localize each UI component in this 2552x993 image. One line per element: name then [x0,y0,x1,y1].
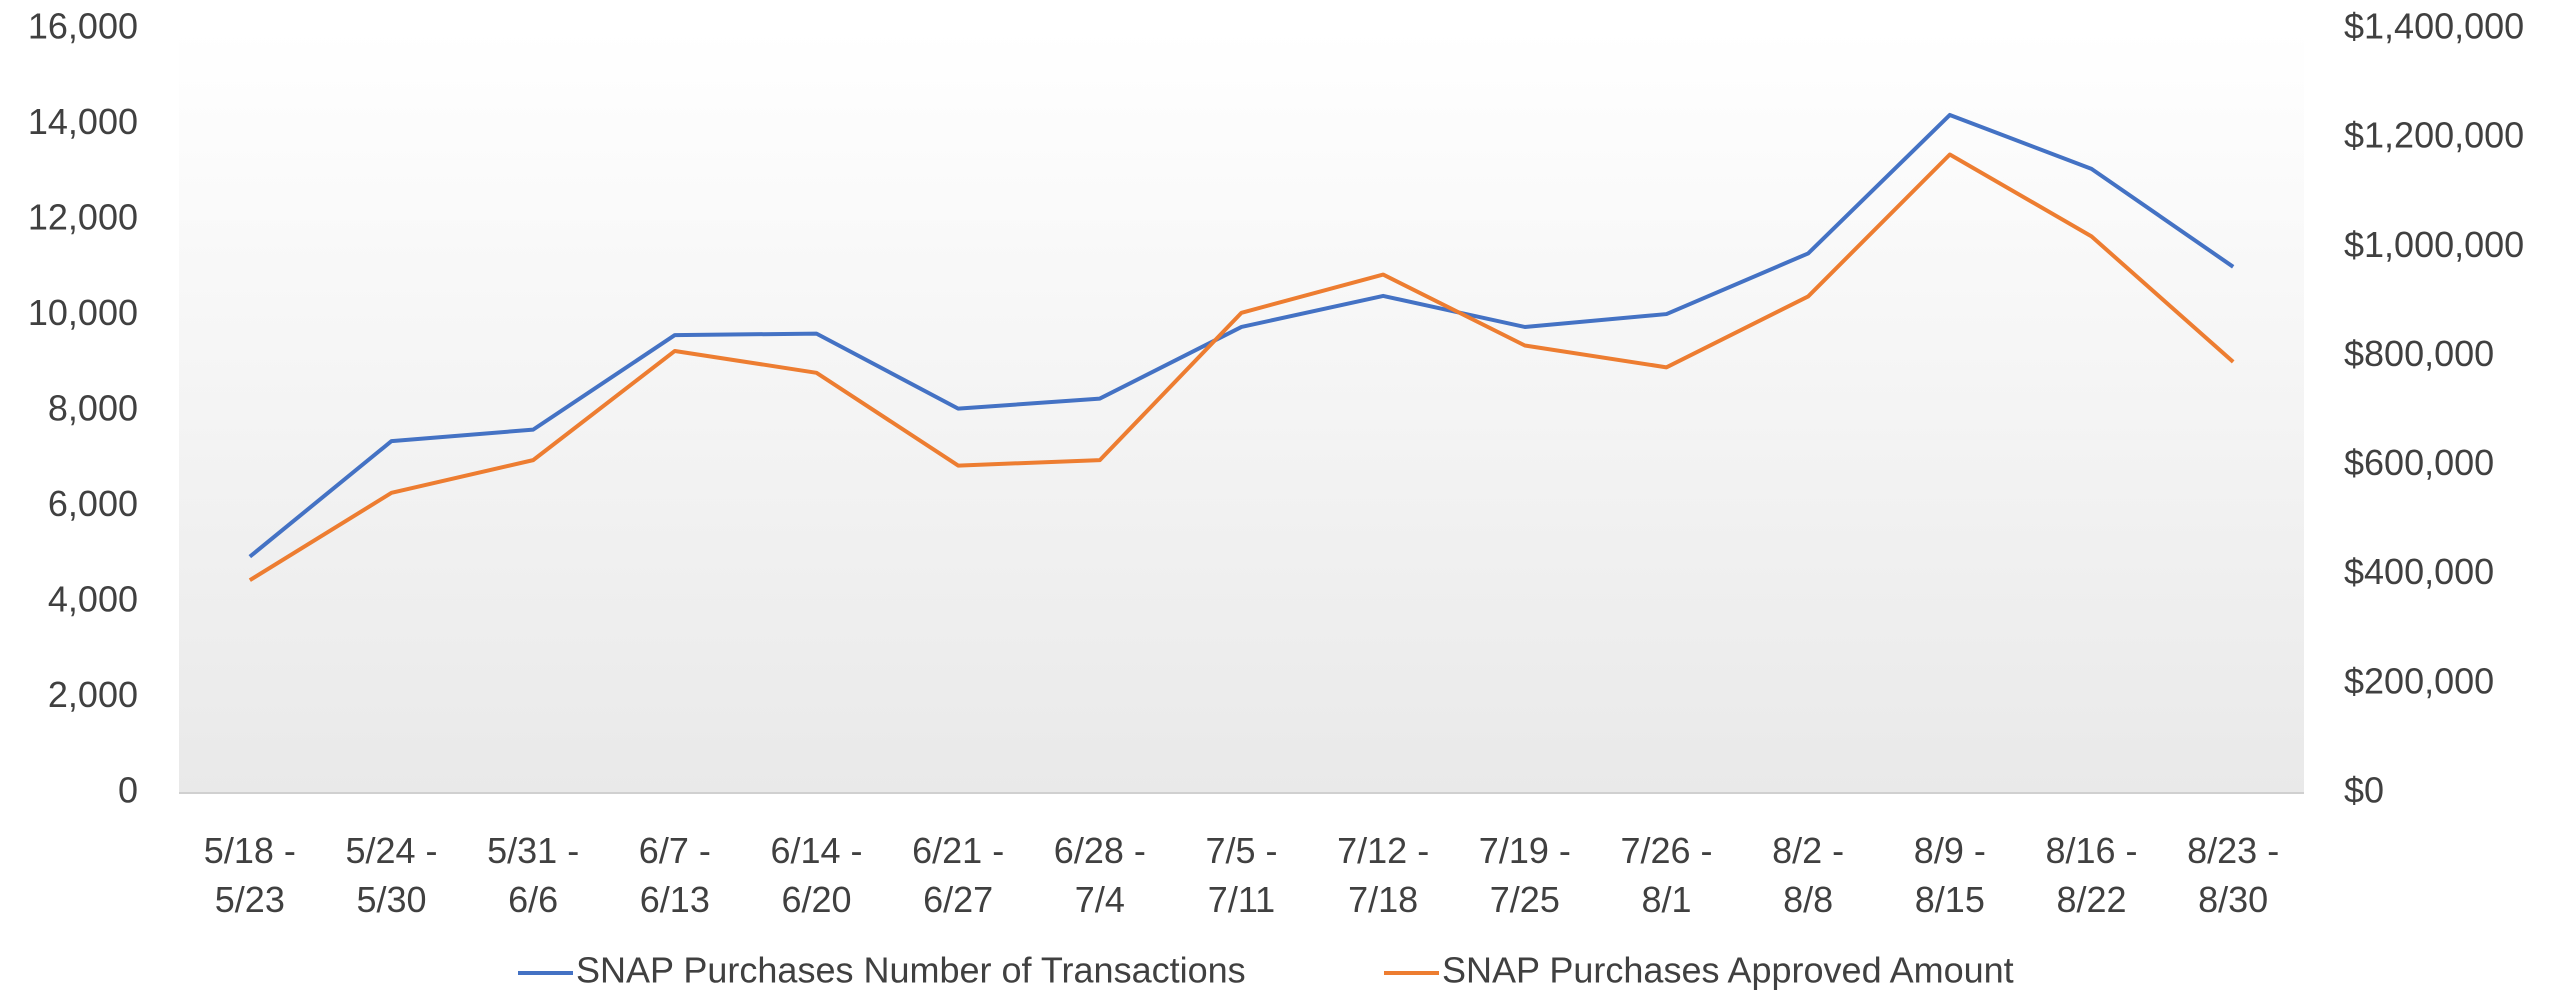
y2-tick-label: $400,000 [2344,551,2494,592]
y-tick-label: 6,000 [48,483,138,524]
legend-label: SNAP Purchases Approved Amount [1442,950,2014,991]
x-tick-label: 5/18 - 5/23 [203,830,296,920]
x-tick-label: 8/23 - 8/30 [2187,830,2280,920]
x-tick-label: 6/14 - 6/20 [770,830,863,920]
x-tick-label: 6/21 - 6/27 [912,830,1005,920]
y2-tick-label: $200,000 [2344,660,2494,701]
x-tick-label: 7/19 - 7/25 [1478,830,1571,920]
x-tick-label: 6/7 - 6/13 [638,830,711,920]
x-tick-label: 7/5 - 7/11 [1205,830,1278,920]
x-tick-label: 8/9 - 8/15 [1913,830,1986,920]
x-tick-label: 6/28 - 7/4 [1053,830,1146,920]
y2-tick-label: $0 [2344,770,2384,811]
plot-area [179,29,2304,793]
y-tick-label: 0 [118,770,138,811]
y2-tick-label: $800,000 [2344,333,2494,374]
y-tick-label: 10,000 [28,292,138,333]
y2-tick-label: $600,000 [2344,442,2494,483]
y-tick-label: 8,000 [48,388,138,429]
y-tick-label: 16,000 [28,6,138,47]
y2-tick-label: $1,400,000 [2344,6,2524,47]
series-line [248,152,2235,582]
y-tick-label: 4,000 [48,579,138,620]
y-tick-label: 2,000 [48,674,138,715]
y2-tick-label: $1,000,000 [2344,224,2524,265]
y2-tick-label: $1,200,000 [2344,115,2524,156]
x-tick-label: 7/12 - 7/18 [1337,830,1430,920]
x-tick-label: 8/2 - 8/8 [1772,830,1845,920]
y-tick-label: 14,000 [28,101,138,142]
x-tick-label: 5/31 - 6/6 [487,830,580,920]
series-line [248,112,2235,559]
x-tick-label: 5/24 - 5/30 [345,830,438,920]
y-tick-label: 12,000 [28,197,138,238]
legend-label: SNAP Purchases Number of Transactions [576,950,1246,991]
x-tick-label: 7/26 - 8/1 [1620,830,1713,920]
x-tick-label: 8/16 - 8/22 [2045,830,2138,920]
